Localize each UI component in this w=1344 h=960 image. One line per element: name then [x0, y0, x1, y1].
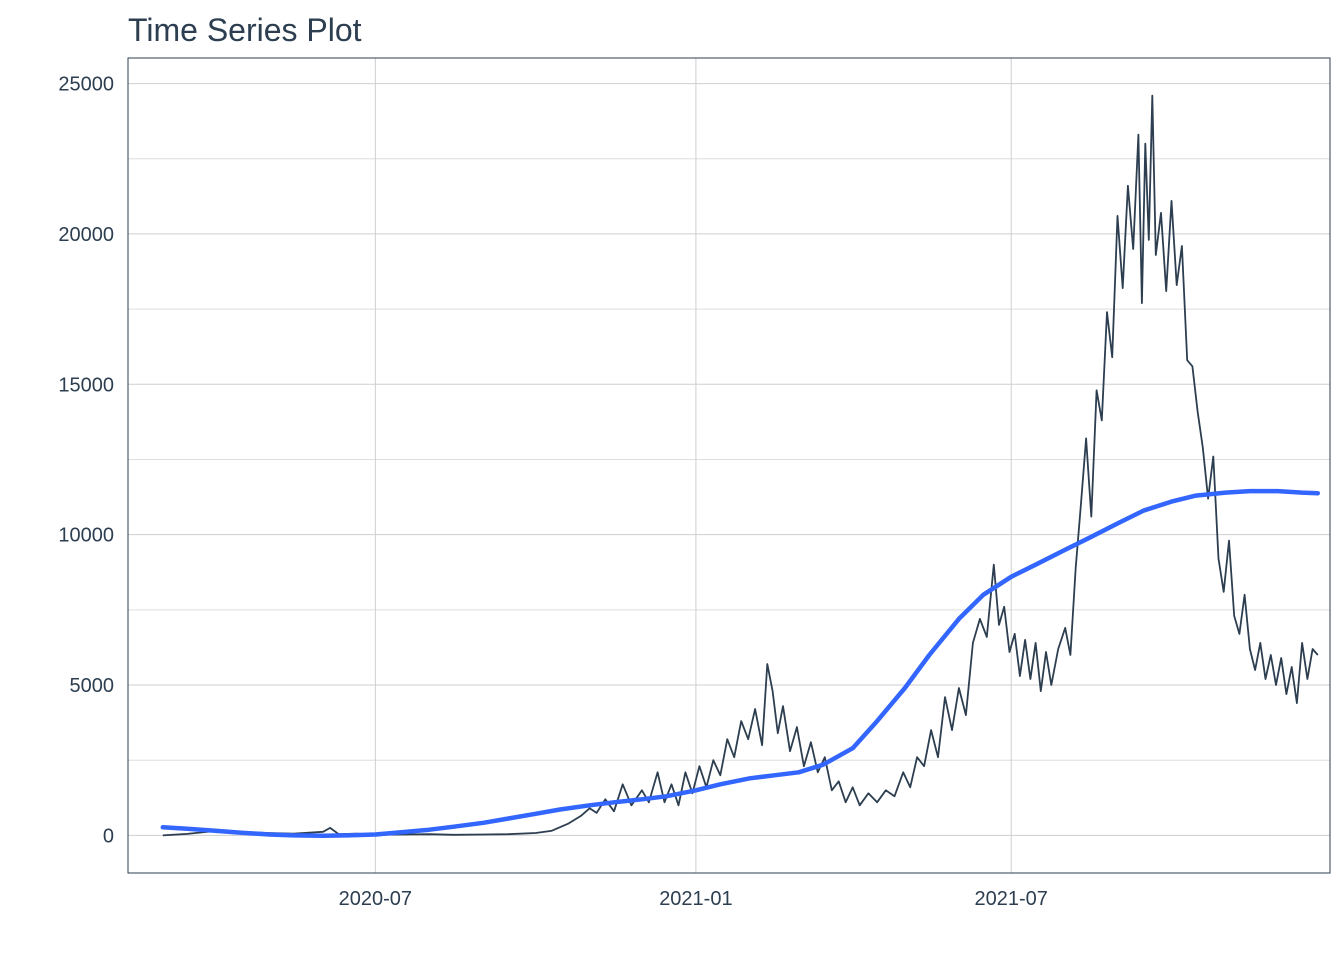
x-tick-label: 2020-07 [339, 888, 412, 910]
y-tick-label: 5000 [70, 675, 115, 697]
y-tick-label: 0 [103, 825, 114, 847]
chart-title: Time Series Plot [128, 12, 362, 48]
raw-series-line [162, 94, 1319, 837]
y-tick-label: 10000 [58, 525, 114, 547]
x-tick-label: 2021-01 [659, 888, 732, 910]
x-tick-label: 2021-07 [975, 888, 1048, 910]
smooth-trend-line [160, 488, 1321, 838]
panel-border [127, 57, 1331, 874]
y-tick-label: 20000 [58, 224, 114, 246]
y-tick-label: 15000 [58, 374, 114, 396]
y-tick-label: 25000 [58, 74, 114, 96]
